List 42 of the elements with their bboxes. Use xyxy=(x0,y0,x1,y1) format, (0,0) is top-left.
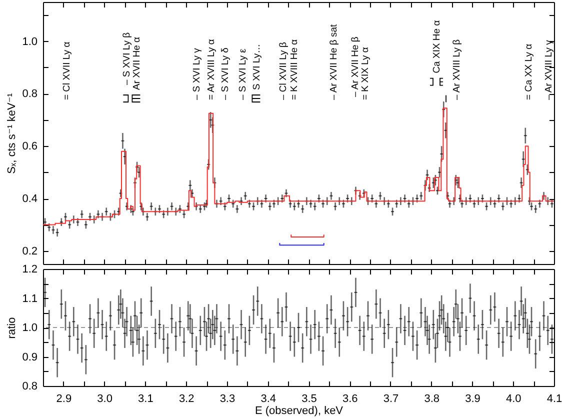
y-tick-label: 0.9 xyxy=(22,351,38,364)
x-tick-label: 3.7 xyxy=(383,393,399,405)
annotation: = Cl XVII Ly α xyxy=(62,41,73,100)
y-tick-label: 1.1 xyxy=(22,292,38,305)
y-tick-label: 1.2 xyxy=(22,264,38,276)
x-axis-title: E (observed), keV xyxy=(254,405,344,417)
annotation: – Ar XVIII Ly β xyxy=(452,38,463,100)
annotation: – S XVI Ly β xyxy=(122,32,133,85)
x-tick-label: 2.9 xyxy=(56,393,72,405)
y-tick-label: 0.2 xyxy=(22,245,38,258)
y-tick-label: 0.8 xyxy=(22,88,38,100)
x-tick-label: 3.9 xyxy=(465,393,480,405)
annotation: = Ar XVIII Ly α xyxy=(206,38,217,100)
annotation: Ar XVII He α xyxy=(132,36,143,90)
x-tick-label: 3.8 xyxy=(424,393,440,405)
annotation: = K XIX Ly α xyxy=(360,46,371,100)
x-tick-label: 4.1 xyxy=(546,393,562,405)
x-tick-label: 3.4 xyxy=(260,393,276,405)
annotation: S XVI Ly… xyxy=(252,44,263,90)
y-tick-label: 0.8 xyxy=(22,380,38,392)
y-axis-title: ratio xyxy=(6,317,18,339)
y-tick-label: 0.4 xyxy=(22,193,38,205)
annotation: – S XVI Ly γ xyxy=(192,48,203,100)
x-tick-label: 3.3 xyxy=(220,393,236,405)
annotation: – S XVI Ly δ xyxy=(220,48,231,100)
x-tick-label: 3.5 xyxy=(302,393,317,405)
annotation: = K XVIII He α xyxy=(289,38,300,100)
x-tick-label: 4.0 xyxy=(506,393,522,405)
x-tick-label: 3.0 xyxy=(97,393,112,405)
annotation: Ca XIX He α xyxy=(432,20,443,74)
y-tick-label: 0.6 xyxy=(22,140,38,153)
annotation: = Ca XX Ly α xyxy=(523,43,534,100)
annotation: – S XVI Ly ε xyxy=(237,48,248,100)
annotation: – Cl XVII Ly β xyxy=(278,42,289,100)
annotation: – Ar XVII He β xyxy=(350,36,361,97)
x-tick-label: 3.1 xyxy=(138,393,154,405)
y-tick-label: 1.0 xyxy=(22,322,38,334)
x-tick-label: 3.6 xyxy=(342,393,358,405)
y-tick-label: 1.0 xyxy=(22,36,38,48)
annotation: – Ar XVII He β sat xyxy=(328,24,340,100)
y-axis-title: Sₓ, cts s⁻¹ keV⁻¹ xyxy=(6,92,18,174)
x-tick-label: 3.2 xyxy=(178,393,194,405)
